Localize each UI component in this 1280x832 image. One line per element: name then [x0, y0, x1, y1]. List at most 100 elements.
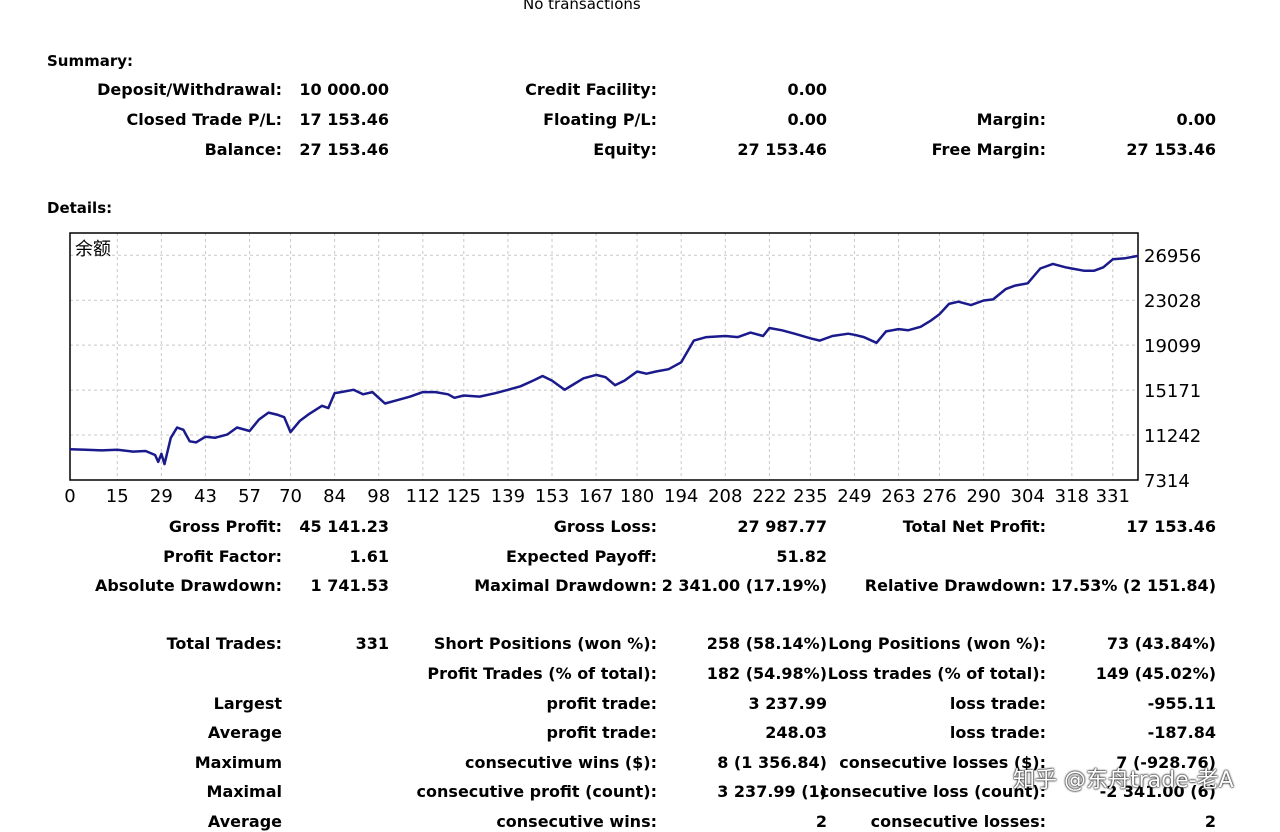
detail-label: Relative Drawdown: — [864, 576, 1046, 595]
y-tick-label: 7314 — [1144, 471, 1190, 492]
x-tick-label: 263 — [881, 486, 915, 507]
detail-value: -187.84 — [1147, 723, 1216, 742]
watermark: 知乎 @东舟trade-老A — [1013, 768, 1234, 793]
detail-value: 182 (54.98%) — [706, 664, 827, 683]
x-tick-label: 29 — [150, 486, 173, 507]
x-tick-label: 290 — [966, 486, 1000, 507]
detail-value: 149 (45.02%) — [1095, 664, 1216, 683]
detail-value: 3 237.99 (1) — [717, 782, 827, 801]
deposit-value: 10 000.00 — [299, 80, 389, 99]
x-tick-label: 139 — [491, 486, 525, 507]
y-tick-label: 15171 — [1144, 381, 1201, 402]
detail-label: Gross Loss: — [553, 517, 657, 536]
equity-value: 27 153.46 — [737, 140, 827, 159]
detail-label: Expected Payoff: — [506, 547, 657, 566]
detail-label: Short Positions (won %): — [433, 634, 657, 653]
detail-label: Long Positions (won %): — [828, 634, 1046, 653]
x-tick-label: 70 — [279, 486, 302, 507]
margin-label: Margin: — [976, 110, 1046, 129]
y-tick-label: 23028 — [1144, 291, 1201, 312]
x-tick-label: 318 — [1055, 486, 1089, 507]
detail-value: 248.03 — [765, 723, 827, 742]
x-tick-label: 180 — [620, 486, 654, 507]
detail-value: 45 141.23 — [299, 517, 389, 536]
margin-value: 0.00 — [1176, 110, 1216, 129]
detail-value: -955.11 — [1147, 694, 1216, 713]
credit-value: 0.00 — [787, 80, 827, 99]
y-tick-label: 19099 — [1144, 336, 1201, 357]
x-tick-label: 194 — [664, 486, 698, 507]
x-tick-label: 125 — [447, 486, 481, 507]
detail-value: 1.61 — [349, 547, 389, 566]
detail-label: Total Trades: — [166, 634, 282, 653]
x-tick-label: 15 — [106, 486, 129, 507]
detail-label: Average — [207, 812, 282, 831]
detail-value: 1 741.53 — [310, 576, 389, 595]
chart-title: 余额 — [75, 239, 111, 260]
balance-chart: 0 15 29 43 57 70 84 98 112 125 139 153 167 180 194 208 2… — [64, 232, 1201, 507]
detail-label: Maximal Drawdown: — [474, 576, 657, 595]
free-margin-label: Free Margin: — [931, 140, 1046, 159]
x-tick-label: 98 — [367, 486, 390, 507]
y-tick-label: 26956 — [1144, 246, 1201, 267]
top-note: No transactions — [523, 0, 641, 13]
detail-label: loss trade: — [949, 723, 1046, 742]
detail-value: 17 153.46 — [1126, 517, 1216, 536]
x-tick-label: 235 — [793, 486, 827, 507]
detail-label: consecutive loss (count): — [819, 782, 1046, 801]
y-tick-label: 11242 — [1144, 426, 1201, 447]
detail-label: consecutive wins ($): — [464, 753, 657, 772]
detail-value: 27 987.77 — [737, 517, 827, 536]
detail-label: Largest — [213, 694, 282, 713]
detail-value: 73 (43.84%) — [1106, 634, 1216, 653]
detail-label: Profit Factor: — [163, 547, 282, 566]
balance-value: 27 153.46 — [299, 140, 389, 159]
x-tick-label: 208 — [708, 486, 742, 507]
detail-value: 3 237.99 — [748, 694, 827, 713]
x-tick-label: 167 — [579, 486, 613, 507]
detail-label: consecutive losses ($): — [839, 753, 1046, 772]
detail-label: consecutive losses: — [870, 812, 1046, 831]
x-tick-label: 276 — [922, 486, 956, 507]
closed-pl-value: 17 153.46 — [299, 110, 389, 129]
balance-line — [69, 254, 1139, 466]
detail-value: 331 — [355, 634, 389, 653]
x-tick-label: 222 — [752, 486, 786, 507]
detail-label: Total Net Profit: — [902, 517, 1046, 536]
floating-pl-label: Floating P/L: — [543, 110, 657, 129]
x-tick-label: 112 — [406, 486, 440, 507]
equity-label: Equity: — [593, 140, 657, 159]
detail-value: 51.82 — [776, 547, 827, 566]
detail-label: Profit Trades (% of total): — [427, 664, 657, 683]
x-tick-label: 57 — [238, 486, 261, 507]
detail-value: 2 — [1204, 812, 1216, 831]
detail-value: 8 (1 356.84) — [717, 753, 827, 772]
detail-label: consecutive profit (count): — [416, 782, 657, 801]
detail-value: 2 — [815, 812, 827, 831]
floating-pl-value: 0.00 — [787, 110, 827, 129]
x-tick-label: 0 — [64, 486, 75, 507]
x-tick-label: 304 — [1011, 486, 1045, 507]
closed-pl-label: Closed Trade P/L: — [126, 110, 283, 129]
x-tick-label: 153 — [535, 486, 569, 507]
plot-border — [69, 232, 1139, 481]
balance-label: Balance: — [204, 140, 282, 159]
x-tick-label: 331 — [1096, 486, 1130, 507]
x-tick-label: 43 — [194, 486, 217, 507]
detail-value: 2 341.00 (17.19%) — [661, 576, 827, 595]
detail-label: Average — [207, 723, 282, 742]
detail-value: 258 (58.14%) — [706, 634, 827, 653]
detail-label: profit trade: — [546, 694, 657, 713]
deposit-label: Deposit/Withdrawal: — [97, 80, 282, 99]
detail-label: Absolute Drawdown: — [94, 576, 282, 595]
x-tick-label: 249 — [837, 486, 871, 507]
detail-label: Loss trades (% of total): — [827, 664, 1046, 683]
detail-value: 17.53% (2 151.84) — [1050, 576, 1216, 595]
x-tick-label: 84 — [323, 486, 346, 507]
detail-value: -2 341.00 (6) — [1099, 782, 1216, 801]
detail-value: 7 (-928.76) — [1116, 753, 1216, 772]
detail-label: loss trade: — [949, 694, 1046, 713]
detail-label: consecutive wins: — [496, 812, 657, 831]
credit-label: Credit Facility: — [525, 80, 657, 99]
detail-label: profit trade: — [546, 723, 657, 742]
